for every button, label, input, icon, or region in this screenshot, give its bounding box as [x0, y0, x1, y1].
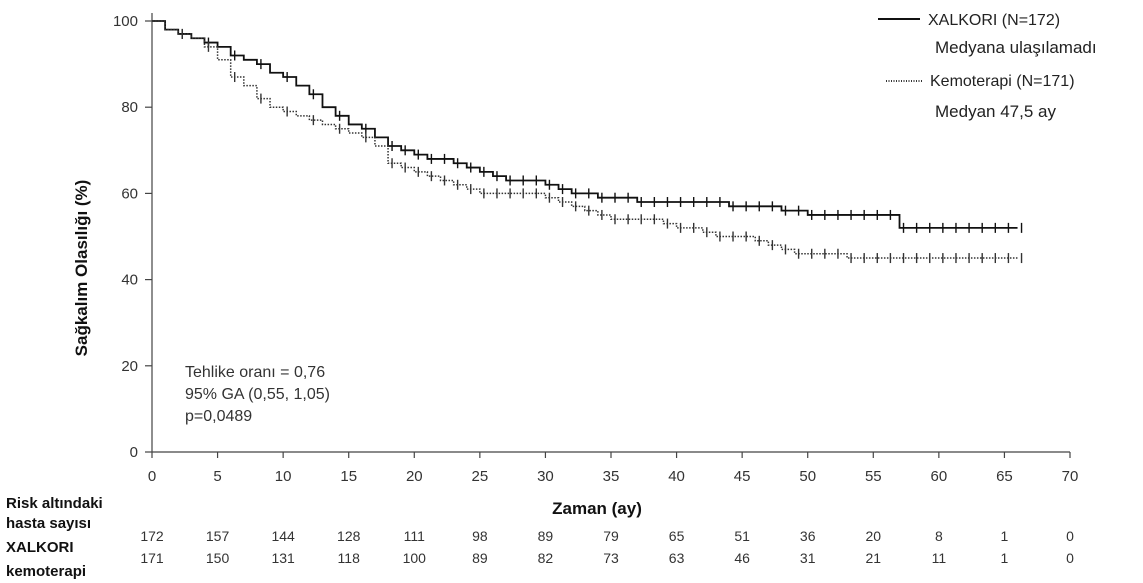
hazard-annotation: Tehlike oranı = 0,76 95% GA (0,55, 1,05)… — [185, 364, 330, 425]
risk-value-xalkori: 79 — [603, 528, 619, 544]
risk-row-label-kemoterapi: kemoterapi — [6, 563, 86, 580]
risk-value-kemoterapi: 0 — [1066, 550, 1074, 566]
annotation-hazard-ratio: Tehlike oranı = 0,76 — [185, 364, 325, 381]
risk-value-kemoterapi: 82 — [538, 550, 554, 566]
legend-label-kemoterapi: Kemoterapi (N=171) — [930, 73, 1075, 90]
risk-value-kemoterapi: 118 — [338, 550, 361, 566]
risk-value-kemoterapi: 100 — [403, 550, 427, 566]
risk-value-kemoterapi: 131 — [271, 550, 295, 566]
y-tick-label: 100 — [113, 13, 138, 30]
x-tick-label: 0 — [148, 468, 156, 485]
x-tick-label: 10 — [275, 468, 292, 485]
x-tick-label: 60 — [931, 468, 948, 485]
risk-value-kemoterapi: 31 — [800, 550, 816, 566]
series-layer — [152, 20, 1023, 264]
risk-value-kemoterapi: 11 — [932, 550, 947, 566]
risk-value-xalkori: 36 — [800, 528, 816, 544]
risk-value-xalkori: 98 — [472, 528, 488, 544]
risk-value-xalkori: 65 — [669, 528, 685, 544]
legend-label-xalkori: XALKORI (N=172) — [928, 12, 1060, 29]
risk-value-xalkori: 172 — [140, 528, 164, 544]
y-tick-label: 20 — [121, 358, 138, 375]
x-tick-label: 30 — [537, 468, 554, 485]
risk-value-xalkori: 128 — [337, 528, 361, 544]
risk-value-xalkori: 89 — [538, 528, 554, 544]
annotation-confidence-interval: 95% GA (0,55, 1,05) — [185, 386, 330, 403]
x-axis-title: Zaman (ay) — [552, 499, 642, 518]
risk-value-xalkori: 0 — [1066, 528, 1074, 544]
series-line-kemoterapi — [152, 20, 1018, 259]
risk-value-xalkori: 8 — [935, 528, 943, 544]
risk-value-kemoterapi: 46 — [734, 550, 750, 566]
risk-value-xalkori: 51 — [734, 528, 750, 544]
x-tick-label: 5 — [213, 468, 221, 485]
y-axis-title: Sağkalım Olasılığı (%) — [72, 180, 91, 357]
x-tick-label: 55 — [865, 468, 882, 485]
y-tick-label: 40 — [121, 272, 138, 289]
x-tick-label: 20 — [406, 468, 423, 485]
risk-value-kemoterapi: 73 — [603, 550, 619, 566]
x-tick-label: 50 — [799, 468, 816, 485]
risk-value-xalkori: 20 — [865, 528, 881, 544]
risk-value-xalkori: 144 — [271, 528, 295, 544]
risk-value-kemoterapi: 21 — [865, 550, 881, 566]
x-tick-label: 70 — [1062, 468, 1079, 485]
risk-value-kemoterapi: 89 — [472, 550, 488, 566]
x-tick-label: 40 — [668, 468, 685, 485]
legend: XALKORI (N=172) Medyana ulaşılamadı Kemo… — [878, 12, 1097, 121]
x-tick-label: 35 — [603, 468, 620, 485]
risk-table: Risk altındaki hasta sayısı XALKORI kemo… — [6, 495, 1074, 580]
x-tick-label: 25 — [472, 468, 489, 485]
legend-sub-kemoterapi: Medyan 47,5 ay — [935, 102, 1056, 121]
legend-sub-xalkori: Medyana ulaşılamadı — [935, 38, 1097, 57]
y-tick-label: 0 — [130, 444, 138, 461]
x-tick-label: 65 — [996, 468, 1013, 485]
x-tick-label: 15 — [340, 468, 357, 485]
risk-value-xalkori: 111 — [404, 528, 425, 544]
risk-row-label-xalkori: XALKORI — [6, 539, 74, 556]
risk-value-xalkori: 157 — [206, 528, 230, 544]
risk-table-header-line-1: Risk altındaki — [6, 495, 103, 512]
series-line-xalkori — [152, 20, 1018, 229]
axes: 0 20 40 60 80 100 0 5 10 15 20 25 30 35 40 45 50 55 60 65 70 — [113, 13, 1078, 485]
y-tick-label: 60 — [121, 185, 138, 202]
risk-value-kemoterapi: 150 — [206, 550, 230, 566]
risk-value-kemoterapi: 63 — [669, 550, 685, 566]
risk-table-header-line-2: hasta sayısı — [6, 515, 91, 532]
y-tick-label: 80 — [121, 99, 138, 116]
risk-value-kemoterapi: 1 — [1001, 550, 1009, 566]
risk-value-xalkori: 1 — [1001, 528, 1009, 544]
x-tick-label: 45 — [734, 468, 751, 485]
risk-value-kemoterapi: 171 — [140, 550, 164, 566]
annotation-p-value: p=0,0489 — [185, 408, 252, 425]
